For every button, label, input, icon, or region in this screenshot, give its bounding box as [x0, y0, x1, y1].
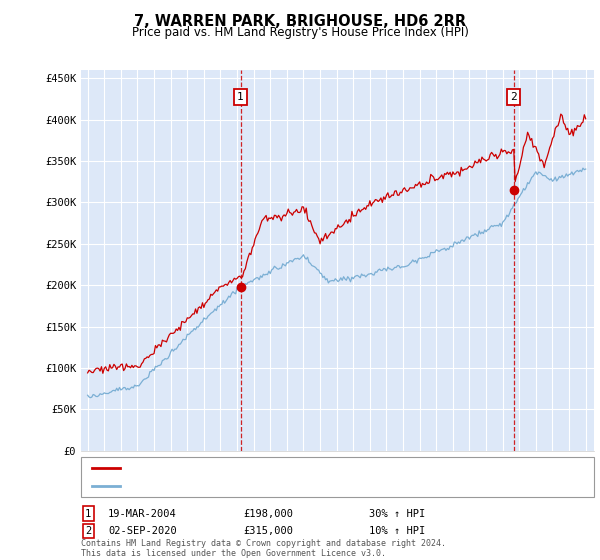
Text: Price paid vs. HM Land Registry's House Price Index (HPI): Price paid vs. HM Land Registry's House …	[131, 26, 469, 39]
Text: 19-MAR-2004: 19-MAR-2004	[108, 508, 177, 519]
Text: 2: 2	[511, 92, 517, 102]
Text: £315,000: £315,000	[243, 526, 293, 536]
Text: HPI: Average price, detached house, Calderdale: HPI: Average price, detached house, Cald…	[125, 481, 401, 491]
Text: 7, WARREN PARK, BRIGHOUSE, HD6 2RR: 7, WARREN PARK, BRIGHOUSE, HD6 2RR	[134, 14, 466, 29]
Text: 10% ↑ HPI: 10% ↑ HPI	[369, 526, 425, 536]
Text: Contains HM Land Registry data © Crown copyright and database right 2024.
This d: Contains HM Land Registry data © Crown c…	[81, 539, 446, 558]
Text: 30% ↑ HPI: 30% ↑ HPI	[369, 508, 425, 519]
Text: 2: 2	[85, 526, 91, 536]
Text: 1: 1	[237, 92, 244, 102]
Text: £198,000: £198,000	[243, 508, 293, 519]
Text: 7, WARREN PARK, BRIGHOUSE, HD6 2RR (detached house): 7, WARREN PARK, BRIGHOUSE, HD6 2RR (deta…	[125, 463, 431, 473]
Text: 1: 1	[85, 508, 91, 519]
Text: 02-SEP-2020: 02-SEP-2020	[108, 526, 177, 536]
